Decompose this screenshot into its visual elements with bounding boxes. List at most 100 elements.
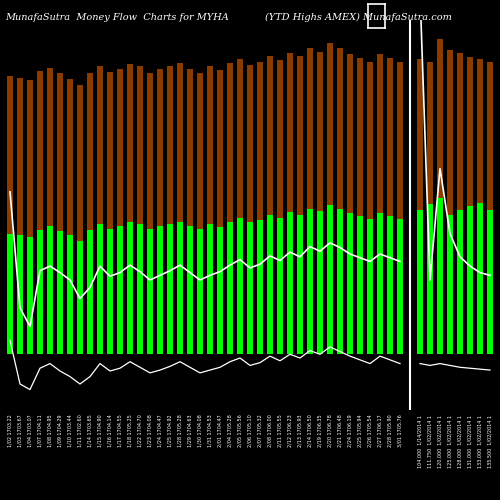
Bar <box>457 52 463 354</box>
Bar <box>467 206 473 354</box>
Text: 120.000  1/02/2014 1: 120.000 1/02/2014 1 <box>438 414 442 468</box>
Bar <box>157 226 163 354</box>
Text: 2/21 1706.48: 2/21 1706.48 <box>338 414 342 447</box>
Bar <box>117 226 123 354</box>
Text: 2/27 1706.17: 2/27 1706.17 <box>378 414 382 447</box>
Bar <box>167 66 173 354</box>
Bar <box>447 50 453 354</box>
Bar <box>127 222 133 354</box>
Bar <box>427 204 433 354</box>
Bar <box>477 203 483 354</box>
Bar <box>297 56 303 354</box>
Text: 2/20 1706.78: 2/20 1706.78 <box>328 414 332 447</box>
Bar <box>397 218 403 354</box>
Text: 1/03 1703.67: 1/03 1703.67 <box>18 414 22 447</box>
Bar <box>7 234 13 354</box>
Bar <box>417 210 423 354</box>
Bar <box>377 54 384 354</box>
Text: 131.000  1/02/2014 1: 131.000 1/02/2014 1 <box>468 414 472 468</box>
Bar <box>347 54 353 354</box>
Bar <box>437 38 444 354</box>
Bar <box>287 212 293 354</box>
Bar <box>457 210 463 354</box>
Text: 2/28 1705.90: 2/28 1705.90 <box>388 414 392 447</box>
Bar <box>247 222 254 354</box>
Bar <box>257 62 263 354</box>
Text: 111.750  1/02/2014 1: 111.750 1/02/2014 1 <box>428 414 432 468</box>
Text: 1/22 1704.70: 1/22 1704.70 <box>138 414 142 447</box>
Bar <box>387 216 393 354</box>
Bar <box>447 215 453 354</box>
Bar <box>487 210 493 354</box>
Text: 128.000  1/02/2014 1: 128.000 1/02/2014 1 <box>458 414 462 468</box>
Bar <box>227 62 233 354</box>
Bar <box>417 59 423 354</box>
Bar <box>37 230 44 354</box>
Bar <box>77 85 83 354</box>
Text: 2/05 1705.56: 2/05 1705.56 <box>238 414 242 447</box>
Bar <box>197 73 203 354</box>
Bar <box>47 68 53 354</box>
Text: 2/01 1704.47: 2/01 1704.47 <box>218 414 222 447</box>
Bar <box>27 238 33 354</box>
Bar <box>127 64 133 354</box>
Bar <box>77 241 83 354</box>
Text: 2/26 1705.54: 2/26 1705.54 <box>368 414 372 447</box>
Text: 1/09 1704.29: 1/09 1704.29 <box>58 414 62 447</box>
Bar <box>147 229 153 354</box>
Bar <box>267 215 273 354</box>
Text: 2/12 1706.23: 2/12 1706.23 <box>288 414 292 447</box>
Bar <box>217 70 223 354</box>
Text: 1/02 1703.22: 1/02 1703.22 <box>8 414 12 447</box>
Text: 1/11 1702.60: 1/11 1702.60 <box>78 414 82 447</box>
Bar <box>487 62 493 354</box>
Bar <box>7 76 13 354</box>
Text: 1/28 1705.28: 1/28 1705.28 <box>178 414 182 447</box>
Bar <box>357 216 363 354</box>
Text: 135.500  1/02/2014 1: 135.500 1/02/2014 1 <box>488 414 492 468</box>
Bar <box>197 229 203 354</box>
Text: 2/25 1705.94: 2/25 1705.94 <box>358 414 362 447</box>
Bar <box>157 69 163 354</box>
Bar <box>307 208 313 354</box>
Bar <box>147 73 153 354</box>
Text: 1/07 1704.11: 1/07 1704.11 <box>38 414 43 447</box>
Text: 1/17 1704.55: 1/17 1704.55 <box>118 414 122 447</box>
Text: 104.000  1/14/2014 1: 104.000 1/14/2014 1 <box>418 414 422 468</box>
Bar <box>67 236 73 354</box>
Bar <box>367 218 373 354</box>
Bar <box>337 208 343 354</box>
Bar <box>37 71 44 354</box>
Text: 2/24 1706.19: 2/24 1706.19 <box>348 414 352 447</box>
Text: 1/10 1703.44: 1/10 1703.44 <box>68 414 72 447</box>
Bar <box>317 52 323 354</box>
Bar <box>67 78 73 354</box>
Bar <box>17 78 23 354</box>
Text: 125.000  1/02/2014 1: 125.000 1/02/2014 1 <box>448 414 452 468</box>
Text: 2/13 1705.93: 2/13 1705.93 <box>298 414 302 447</box>
Bar <box>47 226 53 354</box>
Bar <box>397 62 403 354</box>
Bar <box>367 62 373 354</box>
Bar <box>107 72 113 354</box>
Text: 1/14 1703.65: 1/14 1703.65 <box>88 414 92 447</box>
Text: 2/19 1706.35: 2/19 1706.35 <box>318 414 322 447</box>
Text: (YTD Highs AMEX) MunafaSutra.com: (YTD Highs AMEX) MunafaSutra.com <box>265 12 452 22</box>
Bar <box>327 43 333 354</box>
Bar <box>137 66 143 354</box>
Bar <box>177 222 183 354</box>
Bar <box>307 48 313 354</box>
Bar <box>237 59 243 354</box>
Text: 1/18 1705.25: 1/18 1705.25 <box>128 414 132 447</box>
Bar <box>137 224 143 354</box>
Bar <box>57 73 63 354</box>
Text: 2/07 1705.32: 2/07 1705.32 <box>258 414 262 447</box>
Text: 2/08 1706.00: 2/08 1706.00 <box>268 414 272 447</box>
Bar <box>477 59 483 354</box>
Text: 1/16 1704.14: 1/16 1704.14 <box>108 414 112 447</box>
Bar <box>187 69 193 354</box>
Text: 1/23 1704.08: 1/23 1704.08 <box>148 414 152 447</box>
Text: 1/04 1703.07: 1/04 1703.07 <box>28 414 32 447</box>
Bar <box>277 60 283 354</box>
Bar <box>27 80 33 354</box>
